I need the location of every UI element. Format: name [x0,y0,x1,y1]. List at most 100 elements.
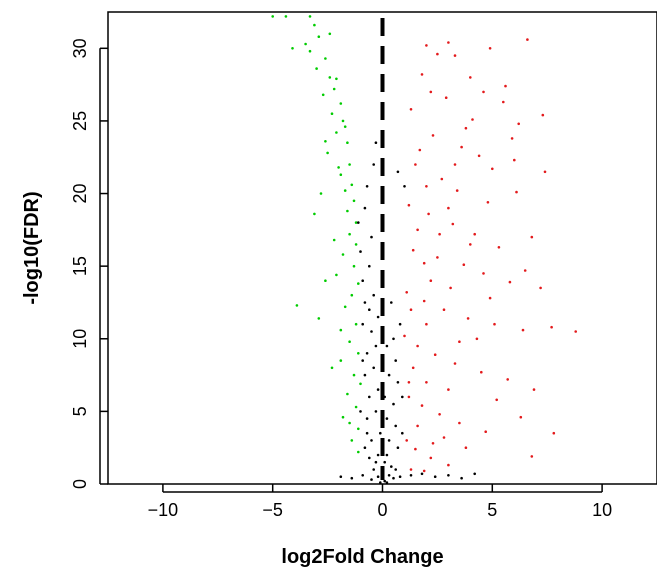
data-point [475,337,479,341]
data-point [422,469,426,473]
data-point [453,362,457,365]
data-point [513,158,516,162]
data-point [495,398,499,402]
data-point [376,453,380,457]
data-point [368,264,371,268]
data-point [488,47,492,50]
data-point [422,299,426,303]
data-point [308,49,312,53]
y-axis: 0 5 10 15 20 25 30 [70,38,108,489]
data-point [359,250,362,253]
data-point [425,44,428,47]
data-point [339,475,343,479]
data-point [396,446,400,450]
data-point [359,382,362,386]
data-point [429,279,433,283]
data-point [374,460,378,464]
data-point [530,235,534,239]
data-point [497,246,501,249]
data-point [284,15,288,18]
data-point [469,76,472,79]
data-point [493,322,496,326]
data-point [462,263,466,267]
data-point [552,431,556,435]
data-point [359,410,362,413]
data-point [405,439,409,442]
data-point [433,475,437,479]
data-point [392,337,395,341]
data-point [335,131,338,134]
data-point [574,330,577,333]
data-point [392,402,395,406]
data-point [453,54,457,57]
x-tick-label: −10 [148,500,179,520]
data-point [429,456,433,460]
data-point [317,317,321,320]
data-point [398,322,402,326]
data-point [379,431,382,435]
data-point [374,141,378,144]
data-point [409,468,413,471]
y-tick-label: 5 [70,406,90,416]
data-point [372,163,376,166]
data-point [517,122,520,126]
data-point [449,286,452,290]
data-point [431,134,435,137]
data-point [418,148,422,152]
data-point [425,322,428,326]
data-point [372,366,376,370]
x-axis-title: log2Fold Change [281,546,443,568]
data-point [350,183,354,187]
data-point [324,140,327,143]
data-point [482,272,485,275]
data-point [357,427,360,431]
data-point [339,328,343,332]
data-point [442,436,446,439]
data-point [361,279,365,283]
data-point [390,465,393,468]
data-point [447,206,450,210]
y-tick-label: 25 [70,111,90,131]
data-point [416,424,419,428]
x-tick-label: −5 [262,500,283,520]
data-point [304,42,307,46]
data-point [550,325,553,329]
data-point [502,100,505,104]
data-point [370,330,373,333]
y-tick-label: 10 [70,329,90,349]
data-point [352,199,356,203]
data-point [416,344,419,348]
data-point [411,248,415,252]
data-point [532,388,536,391]
data-point [385,481,389,484]
data-point [337,166,340,169]
data-point [365,431,369,435]
data-point [348,163,351,166]
data-point [363,206,367,210]
data-point [385,344,389,348]
data-point [385,417,389,420]
data-point [335,77,338,81]
data-point [357,352,360,355]
data-point [363,446,367,450]
data-point [365,352,369,355]
data-point [458,421,461,425]
data-point [352,264,356,268]
data-point [473,472,477,476]
data-point [315,67,318,70]
data-point [376,315,380,319]
data-point [438,413,441,416]
data-point [526,38,529,41]
data-point [368,456,371,460]
data-point [508,280,512,284]
data-point [401,431,404,435]
data-point [348,421,351,425]
data-point [354,405,358,409]
data-point [343,305,347,309]
data-point [464,446,468,450]
data-point [348,232,351,236]
data-point [484,430,488,434]
data-point [401,395,404,399]
data-point [392,476,395,480]
data-point [436,52,439,56]
